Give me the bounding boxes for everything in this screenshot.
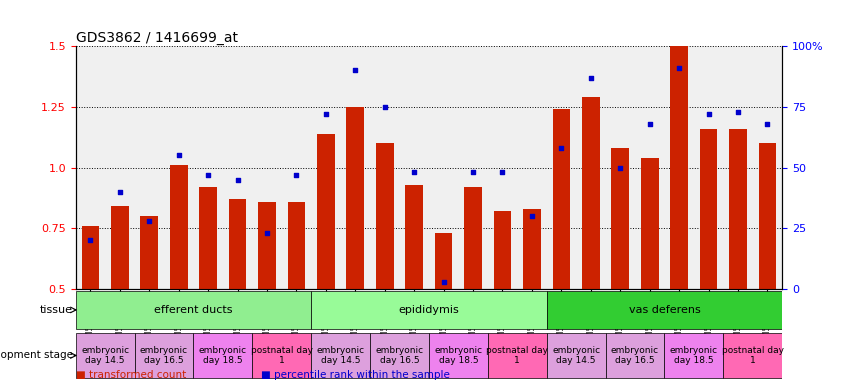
- Text: embryonic
day 14.5: embryonic day 14.5: [316, 346, 365, 365]
- Bar: [288, 202, 305, 384]
- FancyBboxPatch shape: [370, 333, 429, 378]
- Bar: [405, 185, 423, 384]
- Point: [172, 152, 185, 159]
- Text: embryonic
day 14.5: embryonic day 14.5: [552, 346, 600, 365]
- Bar: [435, 233, 452, 384]
- Text: postnatal day
1: postnatal day 1: [486, 346, 548, 365]
- Bar: [670, 46, 688, 384]
- Bar: [258, 202, 276, 384]
- FancyBboxPatch shape: [664, 333, 723, 378]
- Bar: [140, 216, 158, 384]
- Point: [113, 189, 126, 195]
- Point: [437, 279, 451, 285]
- Text: postnatal day
1: postnatal day 1: [722, 346, 784, 365]
- Point: [614, 164, 627, 170]
- Bar: [759, 143, 776, 384]
- Bar: [346, 107, 364, 384]
- Bar: [464, 187, 482, 384]
- Bar: [641, 158, 659, 384]
- Point: [348, 67, 362, 73]
- Point: [261, 230, 274, 236]
- Text: tissue: tissue: [40, 305, 72, 315]
- Bar: [376, 143, 394, 384]
- FancyBboxPatch shape: [429, 333, 488, 378]
- Bar: [553, 109, 570, 384]
- Bar: [199, 187, 217, 384]
- Text: efferent ducts: efferent ducts: [154, 305, 233, 315]
- FancyBboxPatch shape: [311, 291, 547, 329]
- Point: [83, 237, 97, 243]
- Point: [555, 145, 569, 151]
- Point: [701, 111, 715, 117]
- Point: [466, 169, 479, 175]
- Text: ■ transformed count: ■ transformed count: [76, 370, 186, 380]
- FancyBboxPatch shape: [76, 333, 135, 378]
- Text: postnatal day
1: postnatal day 1: [251, 346, 313, 365]
- Text: embryonic
day 16.5: embryonic day 16.5: [140, 346, 188, 365]
- FancyBboxPatch shape: [252, 333, 311, 378]
- Text: embryonic
day 16.5: embryonic day 16.5: [375, 346, 424, 365]
- Point: [407, 169, 420, 175]
- Text: embryonic
day 18.5: embryonic day 18.5: [434, 346, 483, 365]
- Bar: [82, 226, 99, 384]
- Text: development stage: development stage: [0, 351, 72, 361]
- Text: ■ percentile rank within the sample: ■ percentile rank within the sample: [261, 370, 450, 380]
- FancyBboxPatch shape: [547, 291, 782, 329]
- Text: embryonic
day 14.5: embryonic day 14.5: [81, 346, 130, 365]
- FancyBboxPatch shape: [76, 291, 311, 329]
- Point: [378, 104, 392, 110]
- FancyBboxPatch shape: [135, 333, 193, 378]
- FancyBboxPatch shape: [547, 333, 606, 378]
- Bar: [700, 129, 717, 384]
- FancyBboxPatch shape: [606, 333, 664, 378]
- Text: epididymis: epididymis: [399, 305, 459, 315]
- Bar: [582, 97, 600, 384]
- Bar: [317, 134, 335, 384]
- Bar: [229, 199, 246, 384]
- Bar: [111, 207, 129, 384]
- Text: embryonic
day 16.5: embryonic day 16.5: [611, 346, 659, 365]
- Bar: [523, 209, 541, 384]
- Point: [142, 218, 156, 224]
- Bar: [494, 211, 511, 384]
- Point: [230, 177, 244, 183]
- Point: [673, 65, 686, 71]
- Point: [761, 121, 775, 127]
- Bar: [611, 148, 629, 384]
- FancyBboxPatch shape: [723, 333, 782, 378]
- Point: [584, 74, 597, 81]
- Point: [320, 111, 333, 117]
- Text: vas deferens: vas deferens: [628, 305, 701, 315]
- Bar: [170, 165, 188, 384]
- Point: [289, 172, 303, 178]
- FancyBboxPatch shape: [193, 333, 252, 378]
- Text: embryonic
day 18.5: embryonic day 18.5: [669, 346, 718, 365]
- Text: GDS3862 / 1416699_at: GDS3862 / 1416699_at: [76, 31, 238, 45]
- Point: [202, 172, 215, 178]
- Point: [496, 169, 510, 175]
- FancyBboxPatch shape: [311, 333, 370, 378]
- Text: embryonic
day 18.5: embryonic day 18.5: [198, 346, 247, 365]
- Point: [732, 109, 745, 115]
- Point: [525, 213, 538, 219]
- Bar: [729, 129, 747, 384]
- Point: [643, 121, 657, 127]
- FancyBboxPatch shape: [488, 333, 547, 378]
